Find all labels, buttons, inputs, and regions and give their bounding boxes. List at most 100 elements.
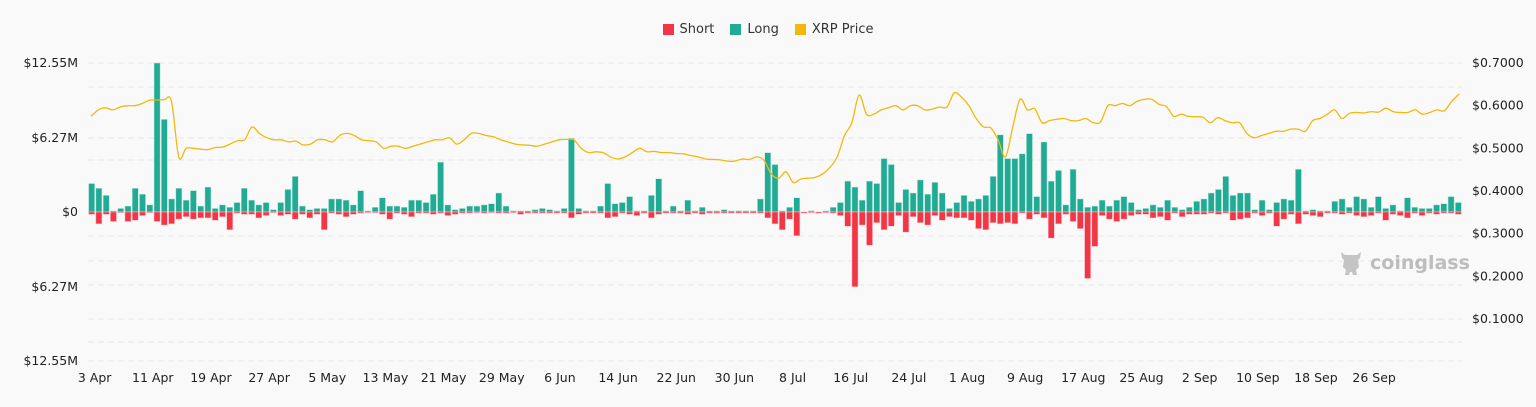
long-bar[interactable] [495, 192, 503, 213]
long-bar[interactable] [1215, 189, 1222, 213]
long-bar[interactable] [379, 197, 386, 213]
short-bar[interactable] [1316, 211, 1324, 217]
short-bar[interactable] [306, 211, 314, 219]
short-bar[interactable] [510, 211, 517, 214]
short-bar[interactable] [1215, 211, 1222, 215]
long-bar[interactable] [197, 205, 204, 213]
short-bar[interactable] [451, 211, 459, 215]
long-bar[interactable] [851, 186, 859, 213]
long-bar[interactable] [1287, 199, 1295, 213]
short-bar[interactable] [611, 211, 619, 217]
short-bar[interactable] [153, 211, 161, 222]
short-bar[interactable] [146, 211, 154, 214]
short-bar[interactable] [873, 211, 881, 223]
short-bar[interactable] [728, 211, 735, 214]
short-bar[interactable] [655, 211, 662, 215]
short-bar[interactable] [379, 211, 386, 215]
short-bar[interactable] [1127, 211, 1135, 216]
short-bar[interactable] [1309, 211, 1317, 216]
short-bar[interactable] [1346, 211, 1353, 214]
short-bar[interactable] [997, 211, 1004, 225]
short-bar[interactable] [1178, 211, 1186, 217]
short-bar[interactable] [531, 211, 539, 214]
short-bar[interactable] [415, 211, 423, 214]
short-bar[interactable] [924, 211, 931, 226]
short-bar[interactable] [110, 211, 117, 222]
long-bar[interactable] [546, 209, 553, 213]
long-bar[interactable] [153, 62, 161, 213]
long-bar[interactable] [720, 209, 728, 213]
long-bar[interactable] [1295, 169, 1302, 213]
short-bar[interactable] [291, 211, 299, 220]
long-bar[interactable] [437, 161, 444, 213]
long-bar[interactable] [1055, 170, 1062, 213]
long-bar[interactable] [953, 202, 961, 213]
long-bar[interactable] [1455, 202, 1462, 213]
long-bar[interactable] [175, 188, 183, 213]
short-bar[interactable] [459, 211, 466, 214]
short-bar[interactable] [648, 211, 655, 219]
long-bar[interactable] [488, 203, 495, 213]
long-bar[interactable] [444, 204, 452, 213]
long-bar[interactable] [1135, 209, 1142, 213]
short-bar[interactable] [1375, 211, 1382, 214]
long-bar[interactable] [1149, 204, 1157, 213]
short-bar[interactable] [837, 211, 844, 216]
short-bar[interactable] [466, 211, 473, 214]
short-bar[interactable] [430, 211, 437, 215]
short-bar[interactable] [328, 211, 335, 214]
long-bar[interactable] [655, 178, 662, 213]
short-bar[interactable] [640, 211, 648, 214]
long-bar[interactable] [699, 207, 706, 213]
long-bar[interactable] [480, 204, 488, 213]
legend-item-short[interactable]: Short [662, 22, 714, 37]
short-bar[interactable] [699, 211, 706, 215]
short-bar[interactable] [1186, 211, 1193, 215]
long-bar[interactable] [858, 199, 866, 213]
short-bar[interactable] [168, 211, 175, 225]
short-bar[interactable] [546, 211, 553, 214]
short-bar[interactable] [473, 211, 481, 214]
short-bar[interactable] [669, 211, 677, 214]
long-bar[interactable] [1382, 208, 1389, 213]
long-bar[interactable] [270, 209, 277, 213]
short-bar[interactable] [350, 211, 357, 215]
short-bar[interactable] [262, 211, 270, 216]
long-bar[interactable] [1033, 196, 1040, 213]
short-bar[interactable] [1157, 211, 1164, 217]
long-bar[interactable] [88, 183, 95, 213]
short-bar[interactable] [953, 211, 961, 219]
long-bar[interactable] [1171, 207, 1179, 213]
short-bar[interactable] [437, 211, 444, 214]
short-bar[interactable] [917, 211, 924, 223]
long-bar[interactable] [844, 180, 851, 213]
short-bar[interactable] [241, 211, 248, 215]
short-bar[interactable] [539, 211, 546, 214]
short-bar[interactable] [219, 211, 226, 217]
long-bar[interactable] [299, 205, 306, 213]
short-bar[interactable] [1251, 211, 1259, 214]
short-bar[interactable] [626, 211, 633, 215]
short-bar[interactable] [131, 211, 139, 221]
long-bar[interactable] [1127, 202, 1135, 213]
long-bar[interactable] [262, 202, 270, 213]
short-bar[interactable] [1077, 211, 1084, 229]
short-bar[interactable] [95, 211, 103, 225]
short-bar[interactable] [1018, 211, 1026, 214]
long-bar[interactable] [1091, 205, 1099, 213]
short-bar[interactable] [248, 211, 255, 215]
long-bar[interactable] [146, 204, 154, 213]
short-bar[interactable] [706, 211, 713, 214]
long-bar[interactable] [1411, 207, 1419, 213]
long-bar[interactable] [102, 195, 110, 213]
short-bar[interactable] [371, 211, 379, 214]
long-bar[interactable] [241, 188, 248, 213]
long-bar[interactable] [168, 198, 175, 213]
long-bar[interactable] [277, 202, 284, 213]
long-bar[interactable] [888, 164, 895, 213]
long-bar[interactable] [1098, 199, 1106, 213]
short-bar[interactable] [284, 211, 292, 215]
long-bar[interactable] [975, 198, 982, 213]
long-bar[interactable] [291, 176, 299, 213]
short-bar[interactable] [713, 211, 721, 214]
